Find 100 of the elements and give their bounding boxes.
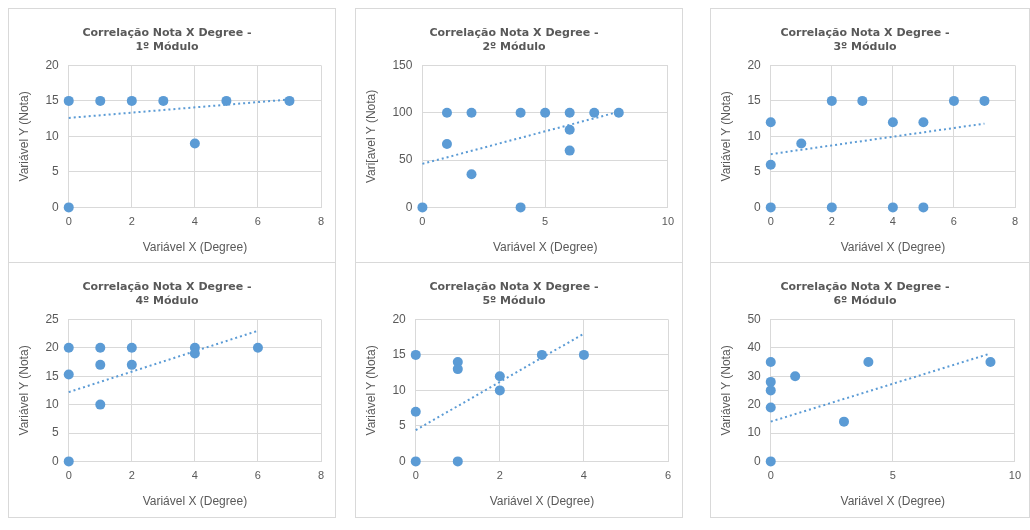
- chart-title: Correlação Nota X Degree - 6º Módulo: [780, 280, 950, 307]
- point: [589, 107, 600, 118]
- point: [838, 416, 849, 427]
- x-tick-label: 5: [889, 469, 896, 482]
- y-tick-label: 0: [754, 199, 762, 214]
- y-tick-label: 40: [747, 340, 762, 355]
- point: [221, 95, 232, 106]
- point: [95, 359, 106, 370]
- point: [564, 145, 575, 156]
- point: [863, 357, 874, 367]
- point: [765, 117, 776, 128]
- point: [826, 202, 837, 213]
- y-tick-label: 10: [747, 425, 762, 440]
- point: [564, 124, 575, 135]
- x-tick-label: 2: [128, 215, 135, 228]
- point: [985, 357, 996, 367]
- x-axis-title: Variável X (Degree): [489, 494, 595, 509]
- point: [765, 202, 776, 213]
- y-tick-label: 15: [45, 368, 60, 383]
- y-axis-title: Vari[avel Y (Nota): [363, 89, 378, 184]
- y-axis-title: Variável Y (Nota): [16, 91, 31, 182]
- point: [95, 342, 106, 353]
- point: [515, 202, 526, 213]
- point: [284, 95, 295, 106]
- point: [765, 376, 776, 387]
- point: [979, 95, 990, 106]
- x-tick-label: 10: [1008, 469, 1022, 482]
- x-tick-label: 0: [65, 215, 72, 228]
- point: [189, 138, 200, 149]
- y-tick-label: 5: [52, 164, 60, 179]
- point: [126, 342, 137, 353]
- x-axis-title: Variável X (Degree): [142, 494, 248, 509]
- y-tick-label: 5: [399, 418, 407, 433]
- point: [417, 202, 428, 213]
- point: [826, 95, 837, 106]
- x-tick-label: 4: [191, 469, 198, 482]
- point: [63, 202, 74, 213]
- point: [158, 95, 169, 106]
- point: [63, 342, 74, 353]
- point: [790, 371, 801, 382]
- x-tick-label: 4: [889, 215, 896, 228]
- chart-title: Correlação Nota X Degree - 1º Módulo: [82, 26, 252, 53]
- chart-title: Correlação Nota X Degree - 5º Módulo: [429, 280, 599, 307]
- y-axis-title: Variável Y (Nota): [718, 345, 733, 436]
- x-tick-label: 2: [128, 469, 135, 482]
- point: [494, 385, 505, 396]
- y-tick-label: 10: [747, 128, 762, 143]
- y-tick-label: 5: [52, 425, 60, 440]
- y-tick-label: 0: [399, 453, 407, 468]
- point: [126, 95, 137, 106]
- point: [410, 349, 421, 360]
- point: [126, 359, 137, 370]
- y-tick-label: 20: [747, 396, 762, 411]
- y-tick-label: 50: [747, 311, 762, 326]
- y-tick-label: 25: [45, 311, 60, 326]
- x-tick-label: 6: [254, 215, 261, 228]
- point: [918, 117, 929, 128]
- y-tick-label: 15: [392, 347, 407, 362]
- y-axis-title: Variável Y (Nota): [16, 345, 31, 436]
- point: [63, 369, 74, 380]
- x-axis-title: Variável X (Degree): [840, 494, 946, 509]
- point: [410, 406, 421, 417]
- x-tick-label: 0: [767, 215, 774, 228]
- point: [578, 349, 589, 360]
- point: [765, 385, 776, 396]
- y-tick-label: 10: [45, 396, 60, 411]
- x-tick-label: 4: [580, 469, 587, 482]
- y-tick-label: 0: [754, 453, 762, 468]
- chart-title: Correlação Nota X Degree - 4º Módulo: [82, 280, 252, 307]
- point: [918, 202, 929, 213]
- y-tick-label: 15: [747, 93, 762, 108]
- y-tick-label: 10: [392, 382, 407, 397]
- point: [466, 169, 477, 180]
- x-tick-label: 6: [254, 469, 261, 482]
- x-tick-label: 0: [767, 469, 774, 482]
- chart-title: Correlação Nota X Degree - 2º Módulo: [429, 26, 599, 53]
- point: [452, 456, 463, 467]
- x-tick-label: 0: [419, 215, 426, 228]
- point: [857, 95, 868, 106]
- point: [63, 456, 74, 467]
- point: [63, 95, 74, 106]
- y-tick-label: 20: [45, 57, 60, 72]
- point: [948, 95, 959, 106]
- y-axis-title: Variável Y (Nota): [718, 91, 733, 182]
- y-tick-label: 150: [392, 57, 413, 72]
- x-axis-title: Variável X (Degree): [142, 240, 248, 255]
- x-tick-label: 4: [191, 215, 198, 228]
- y-tick-label: 20: [45, 340, 60, 355]
- point: [515, 107, 526, 118]
- x-tick-label: 0: [65, 469, 72, 482]
- x-tick-label: 8: [317, 215, 325, 228]
- y-tick-label: 0: [52, 453, 60, 468]
- point: [765, 456, 776, 467]
- point: [613, 107, 624, 118]
- point: [765, 402, 776, 413]
- point: [494, 371, 505, 382]
- point: [536, 349, 547, 360]
- x-tick-label: 2: [828, 215, 835, 228]
- point: [95, 399, 106, 410]
- y-tick-label: 15: [45, 93, 60, 108]
